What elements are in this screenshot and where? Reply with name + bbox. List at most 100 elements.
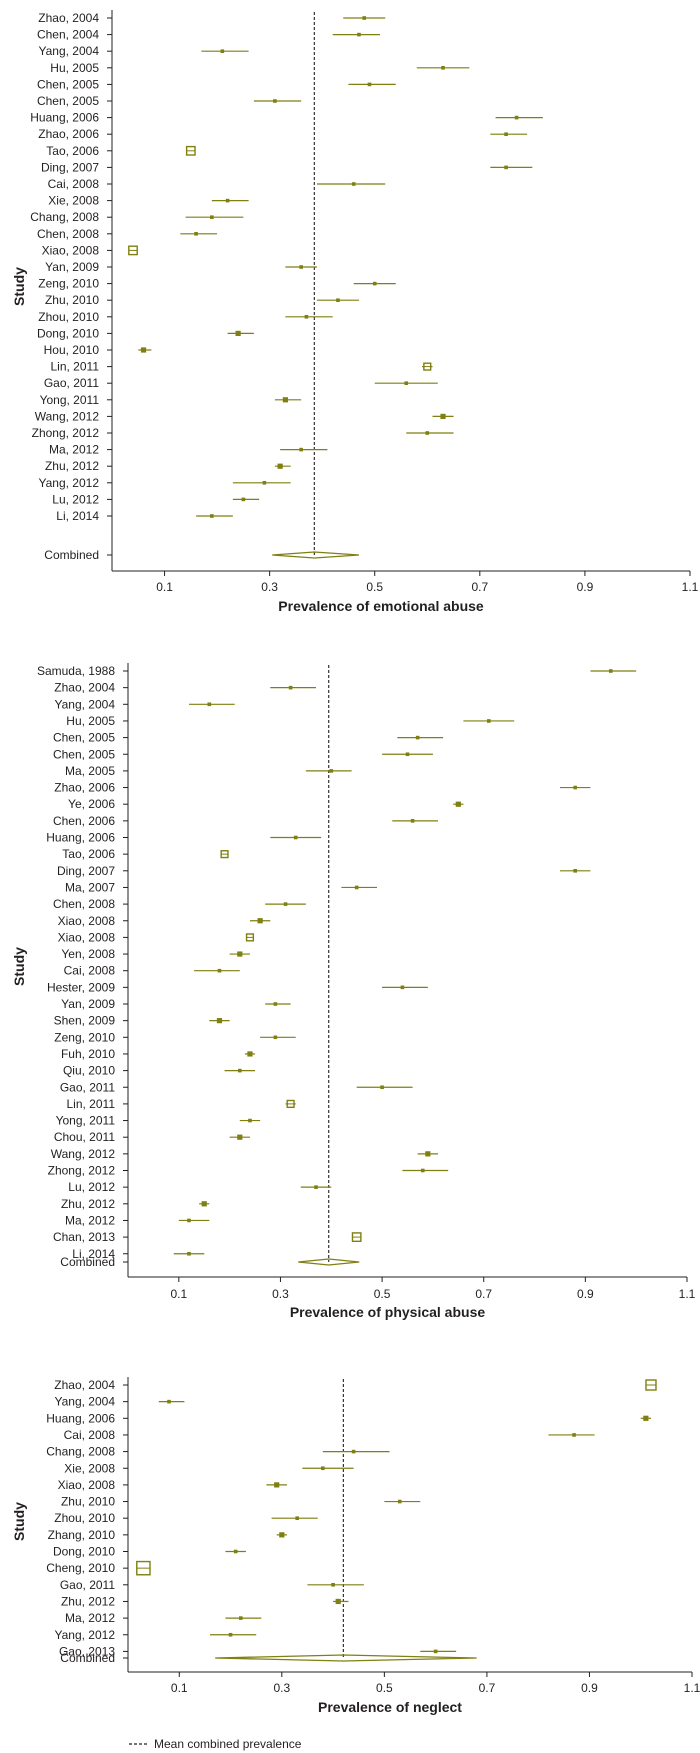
point-estimate (210, 215, 214, 219)
study-label: Fuh, 2010 (61, 1047, 115, 1061)
study-label: Chen, 2004 (37, 28, 99, 42)
point-estimate (643, 1415, 649, 1421)
point-estimate (380, 1085, 384, 1090)
study-label: Gao, 2011 (60, 1080, 115, 1094)
study-label: Lin, 2011 (51, 360, 100, 374)
point-estimate (304, 315, 309, 319)
study-label: Cheng, 2010 (46, 1561, 115, 1575)
point-estimate (225, 198, 230, 203)
study-label: Huang, 2006 (30, 111, 99, 125)
study-label: Samuda, 1988 (37, 664, 115, 678)
study-label: Zhong, 2012 (32, 426, 100, 440)
study-label: Hester, 2009 (47, 980, 115, 994)
point-estimate (187, 1218, 191, 1223)
study-label: Zhu, 2010 (45, 293, 99, 307)
study-label: Ding, 2007 (57, 864, 115, 878)
y-axis-title: Study (11, 267, 27, 306)
study-label: Zhu, 2010 (61, 1495, 115, 1509)
x-tick-label: 1.1 (682, 580, 699, 594)
point-estimate (194, 232, 198, 236)
y-axis-title: Study (11, 1502, 27, 1541)
point-estimate (238, 1068, 242, 1073)
point-estimate (415, 735, 420, 740)
point-estimate (299, 265, 303, 269)
combined-label: Combined (44, 548, 99, 562)
point-estimate (140, 347, 147, 353)
y-axis-title: Study (11, 947, 27, 986)
study-label: Cai, 2008 (48, 177, 100, 191)
study-label: Wang, 2012 (35, 409, 100, 423)
point-estimate (410, 819, 415, 823)
point-estimate (420, 1168, 425, 1173)
point-estimate (362, 16, 367, 20)
point-estimate (354, 885, 359, 890)
point-estimate (608, 669, 613, 673)
study-label: Chang, 2008 (30, 210, 99, 224)
point-estimate (573, 785, 577, 790)
study-label: Yan, 2009 (61, 997, 115, 1011)
x-tick-label: 0.3 (273, 1681, 290, 1695)
point-estimate (277, 463, 283, 469)
point-estimate (273, 1035, 278, 1040)
point-estimate (455, 801, 461, 807)
point-estimate (295, 1516, 299, 1520)
study-label: Qiu, 2010 (63, 1064, 115, 1078)
study-label: Zhao, 2004 (54, 681, 115, 695)
point-estimate (288, 685, 293, 690)
study-label: Huang, 2006 (46, 1411, 115, 1425)
study-label: Li, 2014 (72, 1247, 115, 1261)
combined-label: Combined (60, 1255, 115, 1269)
point-estimate (216, 1018, 223, 1024)
study-label: Huang, 2006 (46, 831, 115, 845)
study-label: Ma, 2005 (65, 764, 115, 778)
x-axis-title: Prevalence of neglect (318, 1699, 462, 1715)
point-estimate (441, 66, 445, 70)
study-label: Chen, 2005 (37, 94, 99, 108)
point-estimate (367, 82, 372, 87)
point-estimate (293, 835, 298, 840)
x-tick-label: 0.1 (170, 1287, 187, 1301)
point-estimate (572, 1433, 576, 1437)
point-estimate (573, 869, 577, 873)
x-axis-title: Prevalence of physical abuse (290, 1304, 486, 1320)
point-estimate (351, 1449, 356, 1454)
point-estimate (351, 182, 356, 186)
point-estimate (233, 1549, 238, 1554)
point-estimate (248, 1118, 252, 1123)
study-label: Xie, 2008 (64, 1461, 115, 1475)
point-estimate (299, 447, 303, 452)
point-estimate (235, 330, 241, 336)
point-estimate (217, 968, 222, 973)
x-tick-label: 0.1 (171, 1681, 188, 1695)
study-label: Shen, 2009 (54, 1014, 116, 1028)
point-estimate (357, 32, 361, 37)
study-label: Lin, 2011 (67, 1097, 116, 1111)
study-label: Zhao, 2006 (38, 127, 99, 141)
x-tick-label: 0.5 (366, 580, 383, 594)
point-estimate (241, 497, 246, 502)
study-label: Gao, 2011 (44, 376, 99, 390)
point-estimate (433, 1649, 438, 1654)
point-estimate (237, 1134, 243, 1140)
study-label: Chang, 2008 (46, 1445, 115, 1459)
point-estimate (504, 165, 508, 170)
point-estimate (282, 397, 288, 403)
study-label: Chen, 2005 (53, 731, 115, 745)
x-tick-label: 1.1 (679, 1287, 696, 1301)
x-tick-label: 0.7 (471, 580, 488, 594)
point-estimate (239, 1616, 243, 1620)
point-estimate (283, 902, 288, 906)
point-estimate (372, 281, 377, 286)
combined-label: Combined (60, 1651, 115, 1665)
legend-label: Mean combined prevalence (154, 1737, 302, 1751)
point-estimate (279, 1532, 285, 1538)
study-label: Gao, 2011 (60, 1578, 115, 1592)
study-label: Tao, 2006 (46, 144, 99, 158)
study-label: Yang, 2012 (39, 476, 100, 490)
x-tick-label: 0.5 (374, 1287, 391, 1301)
point-estimate (514, 115, 519, 120)
panel-neglect: 0.1 0.3 0.5 0.7 0.9 1.1 Prevalence of neglect S… (11, 1377, 700, 1715)
study-label: Xie, 2008 (48, 194, 99, 208)
point-estimate (273, 99, 277, 103)
study-label: Ma, 2012 (49, 443, 99, 457)
